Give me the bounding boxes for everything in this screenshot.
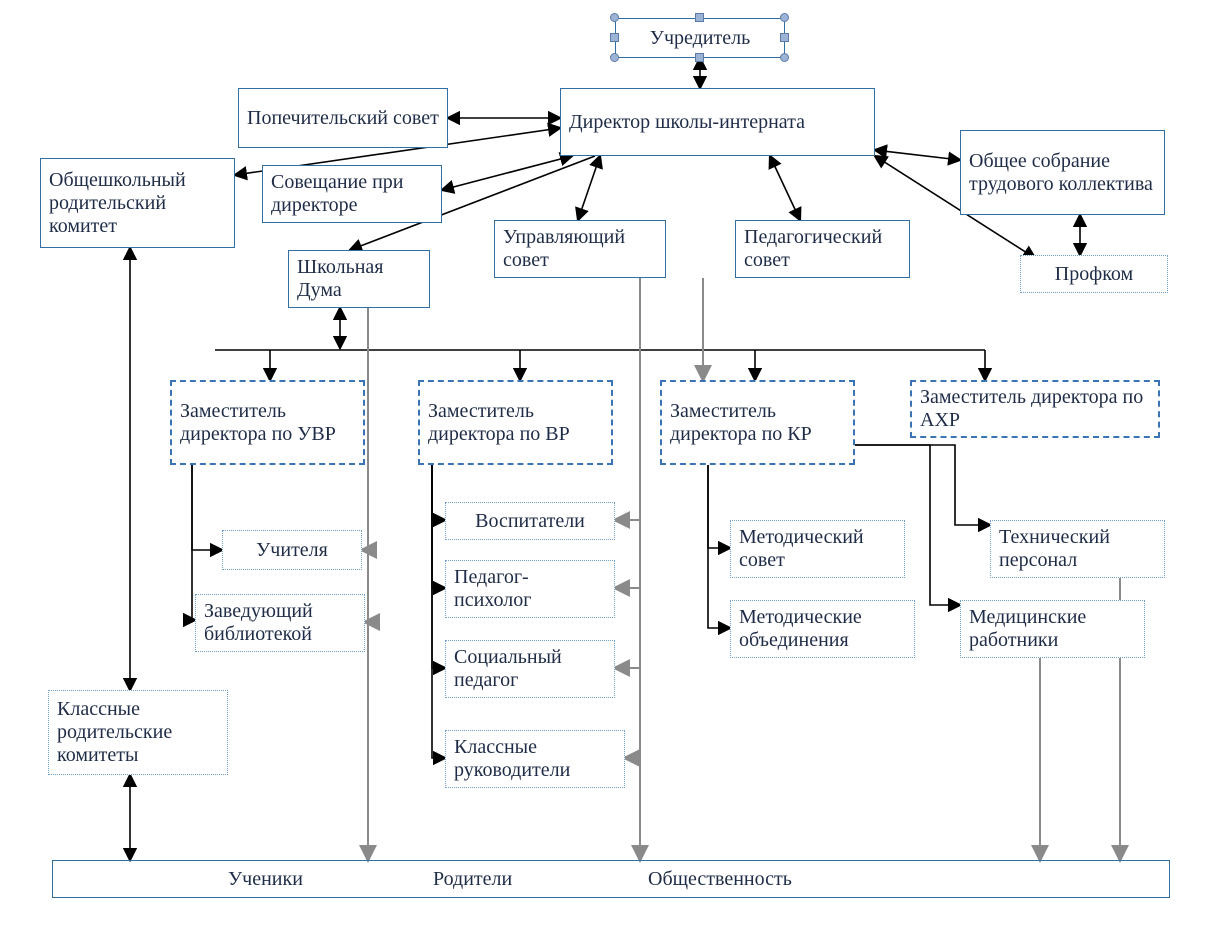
node-deputy-ahr: Заместитель директора по АХР: [910, 380, 1160, 438]
node-social-pedagogue: Социальный педагог: [445, 640, 615, 698]
selection-handle[interactable]: [610, 53, 619, 62]
node-director-meeting: Совещание при директоре: [262, 165, 442, 223]
edge: [432, 465, 445, 520]
node-trustees: Попечительский совет: [238, 88, 448, 148]
label: Технический персонал: [999, 526, 1156, 572]
node-assembly: Общее собрание трудового коллектива: [960, 130, 1165, 215]
bottom-item-public: Общественность: [648, 868, 792, 891]
label: Педагогический совет: [744, 226, 901, 272]
label: Директор школы-интерната: [569, 111, 805, 134]
node-psychologist: Педагог-психолог: [445, 560, 615, 618]
label: Методический совет: [739, 526, 896, 572]
node-school-duma: Школьная Дума: [288, 250, 430, 308]
node-deputy-uvr: Заместитель директора по УВР: [170, 380, 365, 465]
selection-handle[interactable]: [610, 13, 619, 22]
node-tech-staff: Технический персонал: [990, 520, 1165, 578]
label: Попечительский совет: [247, 107, 439, 130]
edge: [708, 465, 730, 548]
edge: [708, 465, 730, 628]
selection-handle[interactable]: [610, 33, 619, 42]
node-deputy-vr: Заместитель директора по ВР: [418, 380, 613, 465]
selection-handle[interactable]: [695, 13, 704, 22]
edge: [432, 465, 445, 588]
edge: [192, 465, 222, 550]
node-method-union: Методические объединения: [730, 600, 915, 658]
label: Классные родительские комитеты: [57, 698, 219, 767]
node-med-staff: Медицинские работники: [960, 600, 1145, 658]
label: Классные руководители: [454, 736, 616, 782]
node-educators: Воспитатели: [445, 502, 615, 540]
label: Медицинские работники: [969, 606, 1136, 652]
selection-handle[interactable]: [695, 53, 704, 62]
label: Учредитель: [650, 27, 750, 50]
node-deputy-kr: Заместитель директора по КР: [660, 380, 855, 465]
node-method-council: Методический совет: [730, 520, 905, 578]
edge: [875, 150, 960, 160]
label: Профком: [1055, 263, 1133, 286]
node-profkom: Профком: [1020, 255, 1168, 293]
node-class-parent-committees: Классные родительские комитеты: [48, 690, 228, 775]
bottom-item-parents: Родители: [433, 868, 512, 891]
node-teachers: Учителя: [222, 530, 362, 570]
label: Общее собрание трудового коллектива: [969, 150, 1156, 196]
label: Учителя: [256, 539, 328, 562]
selection-handle[interactable]: [780, 13, 789, 22]
label: Заместитель директора по ВР: [428, 400, 603, 446]
label: Педагог-психолог: [454, 566, 606, 612]
label: Методические объединения: [739, 606, 906, 652]
node-class-leaders: Классные руководители: [445, 730, 625, 788]
label: Воспитатели: [475, 510, 585, 533]
edge: [442, 156, 572, 190]
label: Социальный педагог: [454, 646, 606, 692]
node-governing-council: Управляющий совет: [494, 220, 666, 278]
label: Заместитель директора по АХР: [920, 386, 1150, 432]
edge: [432, 465, 445, 758]
edge: [770, 156, 800, 220]
node-director: Директор школы-интерната: [560, 88, 875, 156]
label: Совещание при директоре: [271, 171, 433, 217]
label: Заместитель директора по УВР: [180, 400, 355, 446]
bottom-item-students: Ученики: [228, 868, 303, 891]
node-parent-committee: Общешкольный родительский комитет: [40, 158, 235, 248]
node-librarian: Заведующий библиотекой: [195, 594, 365, 652]
label: Школьная Дума: [297, 256, 421, 302]
edge: [432, 465, 445, 668]
edge: [578, 156, 600, 220]
node-pedagogical-council: Педагогический совет: [735, 220, 910, 278]
label: Общешкольный родительский комитет: [49, 169, 226, 238]
bottom-bar: Ученики Родители Общественность: [52, 860, 1170, 898]
node-founder: Учредитель: [615, 18, 785, 58]
label: Заведующий библиотекой: [204, 600, 356, 646]
label: Управляющий совет: [503, 226, 657, 272]
selection-handle[interactable]: [780, 53, 789, 62]
label: Заместитель директора по КР: [670, 400, 845, 446]
edge: [855, 445, 990, 525]
selection-handle[interactable]: [780, 33, 789, 42]
